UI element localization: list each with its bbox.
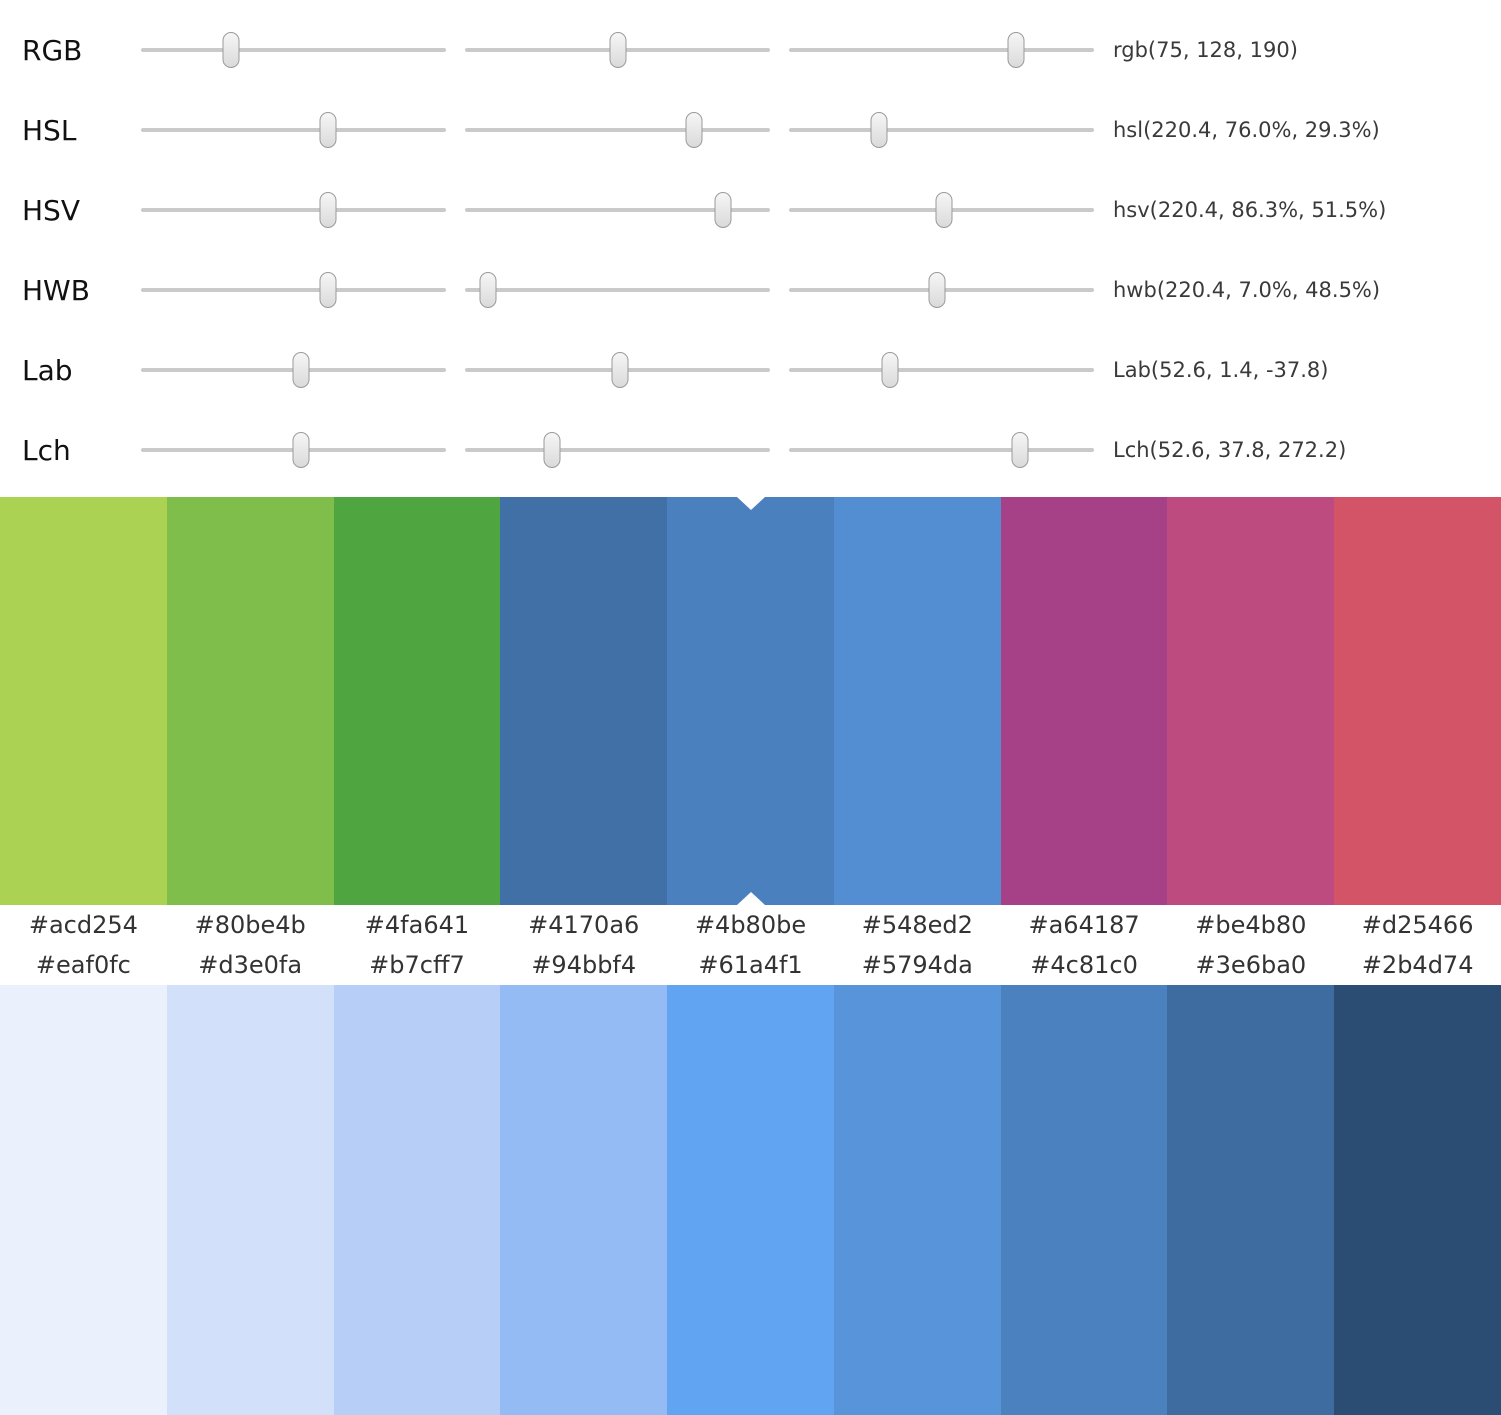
- slider-track[interactable]: [465, 272, 770, 308]
- lightness-hex-label-row: #eaf0fc #d3e0fa #b7cff7 #94bbf4 #61a4f1 …: [0, 945, 1501, 985]
- palette-swatch[interactable]: [1000, 985, 1168, 1415]
- slider-thumb[interactable]: [685, 112, 703, 148]
- palette-swatch[interactable]: [1334, 497, 1501, 905]
- palette-swatch[interactable]: [500, 985, 668, 1415]
- slider-track[interactable]: [141, 352, 446, 388]
- slider-track[interactable]: [789, 352, 1094, 388]
- palette-swatch[interactable]: [500, 497, 668, 905]
- slider-thumb[interactable]: [319, 192, 337, 228]
- palette-swatch[interactable]: [166, 497, 334, 905]
- slider-row-hsl: HSL hsl(220.4, 76.0%, 29.3%): [0, 90, 1501, 170]
- slider-thumb[interactable]: [870, 112, 888, 148]
- slider-row-rgb: RGB rgb(75, 128, 190): [0, 10, 1501, 90]
- color-value-text: hwb(220.4, 7.0%, 48.5%): [1113, 278, 1381, 302]
- color-sliders-panel: RGB rgb(75, 128, 190) HSL hsl(220.4, 76.…: [0, 0, 1501, 490]
- palette-swatch[interactable]: [333, 497, 501, 905]
- slider-track[interactable]: [789, 32, 1094, 68]
- hex-label: #548ed2: [861, 911, 973, 939]
- slider-track[interactable]: [141, 432, 446, 468]
- slider-row-lab: Lab Lab(52.6, 1.4, -37.8): [0, 330, 1501, 410]
- palette-swatch[interactable]: [1167, 497, 1335, 905]
- slider-track[interactable]: [141, 192, 446, 228]
- color-value-text: hsl(220.4, 76.0%, 29.3%): [1113, 118, 1380, 142]
- hex-label: #5794da: [861, 951, 973, 979]
- hex-label: #4c81c0: [1030, 951, 1138, 979]
- color-model-label: Lch: [22, 433, 71, 467]
- color-model-label: Lab: [22, 353, 73, 387]
- palette-swatch[interactable]: [333, 985, 501, 1415]
- slider-track[interactable]: [465, 32, 770, 68]
- slider-thumb[interactable]: [319, 272, 337, 308]
- hex-label: #4fa641: [364, 911, 470, 939]
- slider-thumb[interactable]: [222, 32, 240, 68]
- color-model-label: HWB: [22, 273, 90, 307]
- hex-label: #61a4f1: [698, 951, 803, 979]
- hex-label: #80be4b: [194, 911, 306, 939]
- color-value-text: Lch(52.6, 37.8, 272.2): [1113, 438, 1347, 462]
- slider-thumb[interactable]: [611, 352, 629, 388]
- color-value-text: Lab(52.6, 1.4, -37.8): [1113, 358, 1329, 382]
- slider-thumb[interactable]: [714, 192, 732, 228]
- hex-label: #d25466: [1361, 911, 1474, 939]
- hex-label: #a64187: [1028, 911, 1140, 939]
- slider-thumb[interactable]: [1011, 432, 1029, 468]
- slider-thumb[interactable]: [609, 32, 627, 68]
- palette-swatch[interactable]: [667, 985, 834, 1415]
- slider-row-hsv: HSV hsv(220.4, 86.3%, 51.5%): [0, 170, 1501, 250]
- slider-track[interactable]: [789, 432, 1094, 468]
- slider-track[interactable]: [465, 192, 770, 228]
- hue-hex-label-row: #acd254 #80be4b #4fa641 #4170a6 #4b80be …: [0, 905, 1501, 945]
- palette-swatch[interactable]: [0, 985, 167, 1415]
- slider-thumb[interactable]: [935, 192, 953, 228]
- color-model-label: HSL: [22, 113, 77, 147]
- slider-thumb[interactable]: [292, 432, 310, 468]
- color-model-label: RGB: [22, 33, 83, 67]
- color-value-text: rgb(75, 128, 190): [1113, 38, 1298, 62]
- color-value-text: hsv(220.4, 86.3%, 51.5%): [1113, 198, 1387, 222]
- slider-track[interactable]: [789, 272, 1094, 308]
- hex-label: #b7cff7: [369, 951, 465, 979]
- slider-track[interactable]: [465, 112, 770, 148]
- hex-label: #4170a6: [528, 911, 640, 939]
- color-model-label: HSV: [22, 193, 80, 227]
- slider-thumb[interactable]: [479, 272, 497, 308]
- slider-thumb[interactable]: [543, 432, 561, 468]
- slider-thumb[interactable]: [928, 272, 946, 308]
- palette-swatch[interactable]: [833, 985, 1001, 1415]
- slider-row-lch: Lch Lch(52.6, 37.8, 272.2): [0, 410, 1501, 490]
- hue-palette: [0, 497, 1501, 905]
- palette-swatch-selected[interactable]: [667, 497, 834, 905]
- palette-swatch[interactable]: [833, 497, 1001, 905]
- slider-track[interactable]: [789, 192, 1094, 228]
- slider-track[interactable]: [465, 432, 770, 468]
- slider-track[interactable]: [141, 32, 446, 68]
- slider-row-hwb: HWB hwb(220.4, 7.0%, 48.5%): [0, 250, 1501, 330]
- slider-track[interactable]: [141, 272, 446, 308]
- palette-swatch[interactable]: [1334, 985, 1501, 1415]
- hex-label: #94bbf4: [531, 951, 637, 979]
- slider-track[interactable]: [465, 352, 770, 388]
- hex-label: #acd254: [28, 911, 138, 939]
- palette-swatch[interactable]: [1000, 497, 1168, 905]
- slider-thumb[interactable]: [292, 352, 310, 388]
- slider-track[interactable]: [141, 112, 446, 148]
- palette-swatch[interactable]: [166, 985, 334, 1415]
- hex-label: #d3e0fa: [198, 951, 303, 979]
- slider-thumb[interactable]: [881, 352, 899, 388]
- lightness-palette: [0, 985, 1501, 1415]
- hex-label: #eaf0fc: [35, 951, 131, 979]
- hex-label: #2b4d74: [1361, 951, 1474, 979]
- hex-label: #4b80be: [694, 911, 807, 939]
- hex-label: #be4b80: [1195, 911, 1307, 939]
- slider-thumb[interactable]: [1007, 32, 1025, 68]
- slider-track[interactable]: [789, 112, 1094, 148]
- slider-thumb[interactable]: [319, 112, 337, 148]
- palette-swatch[interactable]: [0, 497, 167, 905]
- hex-label: #3e6ba0: [1195, 951, 1307, 979]
- palette-swatch[interactable]: [1167, 985, 1335, 1415]
